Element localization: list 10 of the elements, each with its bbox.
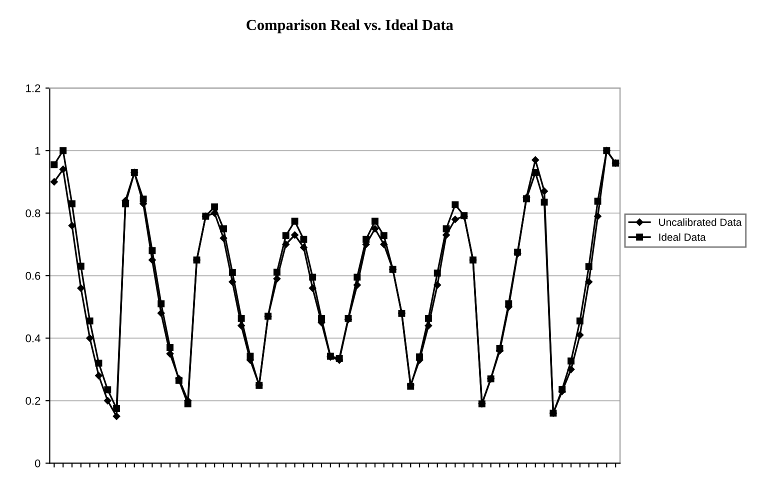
y-tick-label: 0.6 [26, 272, 40, 280]
legend-label: Uncalibrated Data [659, 218, 742, 226]
chart-title: Comparison Real vs. Ideal Data [246, 19, 454, 34]
y-tick-label: 0 [34, 459, 40, 468]
y-tick-label: 0.2 [26, 396, 40, 405]
y-tick-label: 0.4 [26, 334, 40, 342]
y-tick-label: 1 [35, 146, 40, 155]
y-tick-label: 1.2 [26, 84, 40, 92]
y-tick-label: 0.8 [26, 209, 40, 218]
legend-label: Ideal Data [659, 233, 706, 241]
